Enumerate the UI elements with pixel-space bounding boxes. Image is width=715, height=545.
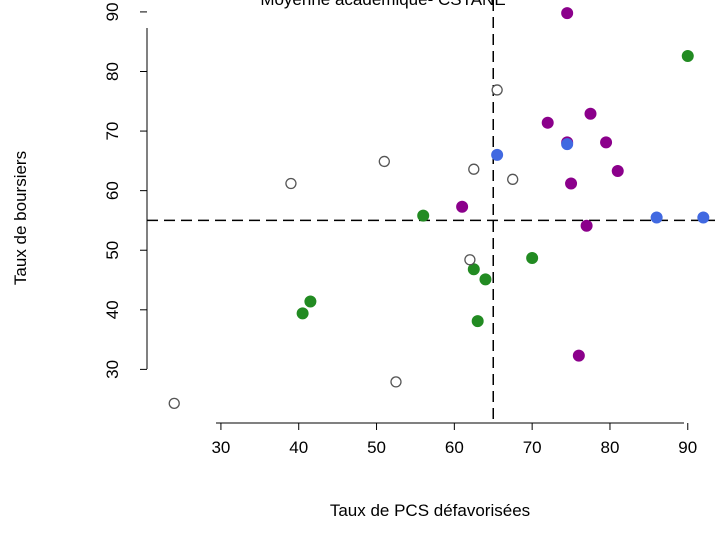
y-tick-label-30: 30 (103, 360, 122, 379)
y-tick-label-90: 90 (103, 2, 122, 21)
point-open_edge-2 (378, 155, 390, 168)
y-tick-label-60: 60 (103, 181, 122, 200)
y-tick-label-40: 40 (103, 300, 122, 319)
point-purple-0 (561, 7, 574, 20)
x-tick-label-70: 70 (523, 438, 542, 457)
point-green-1 (471, 315, 484, 328)
point-blue-3 (697, 211, 710, 224)
y-tick-label-50: 50 (103, 241, 122, 260)
point-open_edge-3 (390, 376, 402, 388)
chart-title: Moyenne académique- CSTANE (260, 0, 505, 9)
point-open_edge-6 (491, 84, 503, 96)
point-blue-2 (650, 211, 663, 224)
point-green-7 (681, 50, 694, 63)
data-points (168, 7, 710, 409)
point-green-5 (304, 295, 317, 308)
x-tick-label-60: 60 (445, 438, 464, 457)
point-purple-1 (541, 116, 554, 129)
point-blue-0 (491, 148, 504, 161)
point-green-0 (417, 209, 430, 222)
point-purple-6 (565, 177, 578, 190)
point-purple-9 (572, 349, 585, 362)
x-tick-label-40: 40 (289, 438, 308, 457)
y-axis-title: Taux de boursiers (11, 151, 30, 285)
point-green-3 (479, 273, 492, 286)
x-axis-title: Taux de PCS défavorisées (330, 501, 530, 520)
y-axis-ticks: 30 40 50 60 70 80 90 (103, 2, 147, 379)
point-open_edge-7 (507, 173, 519, 185)
x-tick-label-90: 90 (678, 438, 697, 457)
point-purple-5 (456, 200, 469, 213)
point-open_edge-4 (464, 254, 476, 266)
point-green-4 (526, 251, 539, 264)
point-green-2 (467, 263, 480, 276)
point-green-6 (296, 307, 309, 320)
x-tick-label-80: 80 (600, 438, 619, 457)
y-tick-label-80: 80 (103, 62, 122, 81)
point-purple-2 (584, 107, 597, 120)
point-purple-8 (580, 219, 593, 232)
point-blue-1 (561, 138, 574, 151)
point-purple-7 (611, 164, 624, 177)
x-tick-label-30: 30 (211, 438, 230, 457)
point-open_edge-5 (468, 163, 480, 175)
x-axis-ticks: 30 40 50 60 70 80 90 (211, 423, 697, 457)
point-purple-4 (600, 136, 613, 149)
y-tick-label-70: 70 (103, 122, 122, 141)
point-open_edge-0 (168, 397, 180, 409)
x-tick-label-50: 50 (367, 438, 386, 457)
point-open_edge-1 (285, 177, 297, 190)
